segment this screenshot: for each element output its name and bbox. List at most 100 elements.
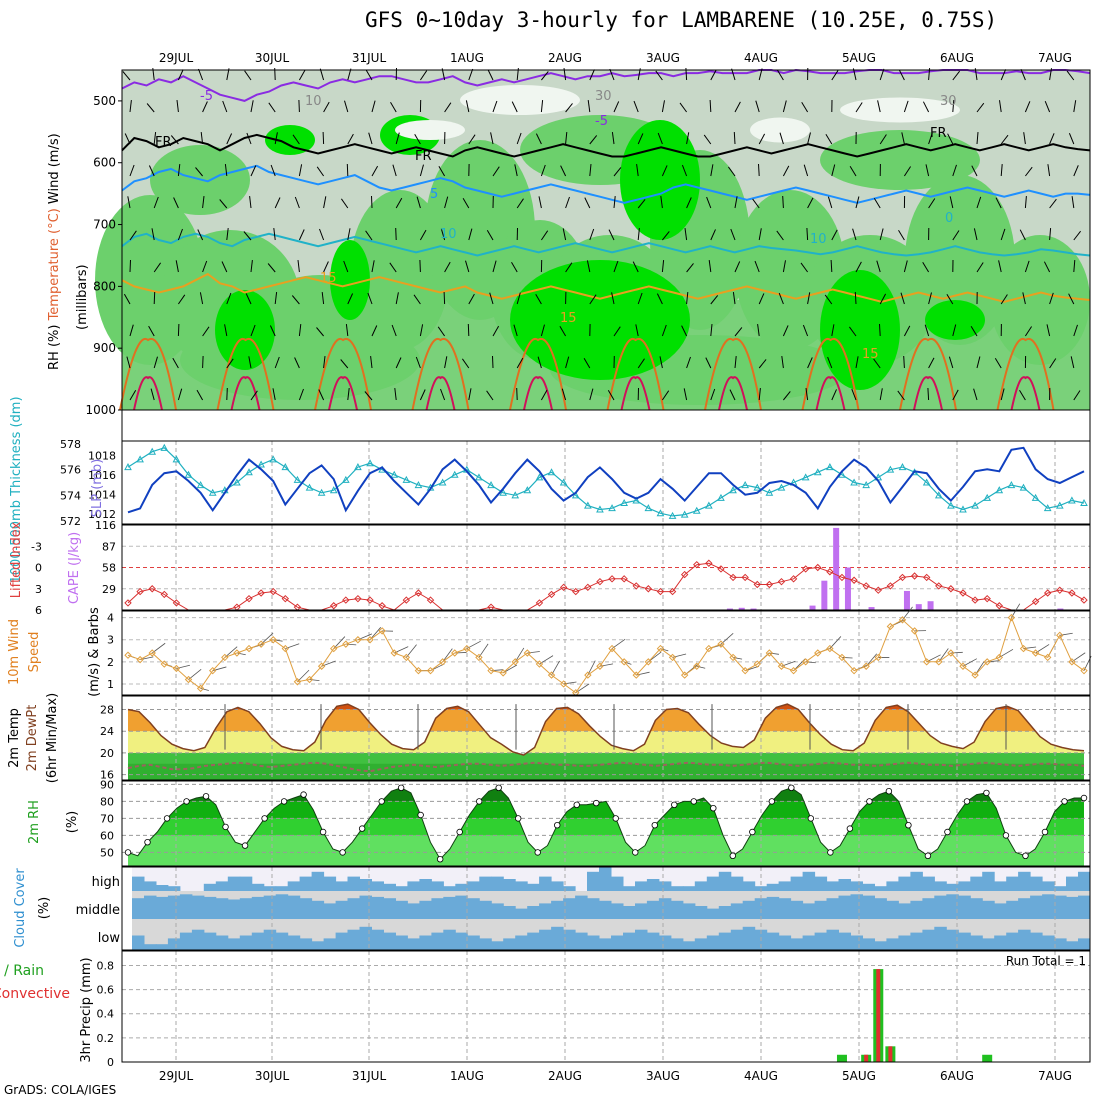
li-point xyxy=(826,568,834,576)
thickness-point xyxy=(596,505,604,513)
y-tick-left: 574 xyxy=(60,489,81,502)
cloud-bar-low xyxy=(263,929,277,950)
wind-barb xyxy=(1073,165,1079,177)
wind-barb xyxy=(416,196,421,209)
cloud-bar-low xyxy=(323,938,337,950)
wind-barb xyxy=(1068,293,1075,305)
wind-barb xyxy=(565,262,573,273)
thickness-point xyxy=(354,463,362,471)
li-point xyxy=(801,565,810,573)
wind-barb xyxy=(347,293,354,305)
panel-ylabel: SLP (mb) xyxy=(90,459,105,518)
li-point xyxy=(886,582,895,590)
li-point xyxy=(862,582,870,590)
wind-barb xyxy=(782,260,786,273)
cloud-bar-high xyxy=(706,876,720,891)
wind-barb xyxy=(1000,388,1005,401)
thickness-point xyxy=(317,488,326,496)
thickness-point xyxy=(1007,481,1016,489)
precip-convective-bar xyxy=(876,969,881,1062)
wind-point xyxy=(559,680,568,688)
thickness-point xyxy=(1043,504,1052,512)
upper-ylabel: RH (%) Temperature (°C) Wind (m/s) xyxy=(47,133,62,370)
temp-band xyxy=(128,709,1084,732)
wind-barb xyxy=(897,390,905,401)
cloud-bar-low xyxy=(886,938,899,950)
wind-barb xyxy=(903,355,905,369)
cape-bar xyxy=(915,604,922,610)
date-label-top: 4AUG xyxy=(744,51,778,65)
wind-barb xyxy=(637,133,644,145)
wind-barb xyxy=(291,295,300,305)
cloud-bar-low xyxy=(539,929,552,950)
wind-barb xyxy=(537,356,542,369)
wind-barb xyxy=(269,325,276,337)
y-tick: 0.2 xyxy=(97,1032,115,1045)
wind-point xyxy=(233,649,241,657)
contour--5 xyxy=(121,68,1091,102)
thickness-point xyxy=(160,443,169,451)
wind-barb xyxy=(803,164,809,177)
contour-label: 10 xyxy=(810,232,827,247)
wind-barb xyxy=(444,196,449,209)
wind-barb xyxy=(406,644,417,658)
wind-barb xyxy=(781,356,784,369)
ylabel: (millibars) xyxy=(75,264,90,330)
y-tick-right: 1016 xyxy=(88,469,116,482)
cloud-bar-middle xyxy=(359,895,372,919)
rh-point xyxy=(846,825,854,832)
wind-barb xyxy=(419,229,427,241)
wind-barb xyxy=(236,652,246,656)
wind-barb xyxy=(148,325,155,337)
wind-barb xyxy=(129,259,131,273)
wind-barb xyxy=(224,164,228,177)
cloud-bar-middle xyxy=(527,906,540,919)
cloud-bar-high xyxy=(623,886,636,891)
wind-barb xyxy=(1047,164,1051,177)
wind-barb xyxy=(1073,230,1081,241)
wind-barb xyxy=(924,324,930,337)
wind-barb xyxy=(928,357,935,369)
wind-barb xyxy=(444,261,451,273)
wind-barb xyxy=(758,359,767,369)
wind-point xyxy=(305,675,314,684)
wind-barb xyxy=(589,135,598,145)
wind-point xyxy=(172,664,181,673)
wind-barb xyxy=(177,294,186,305)
wind-barb xyxy=(365,69,373,81)
li-point xyxy=(620,575,628,583)
cloud-bar-high xyxy=(455,883,468,891)
cloud-bar-low xyxy=(682,941,696,950)
wind-point xyxy=(1019,644,1028,653)
cloud-bar-low xyxy=(922,929,935,950)
contour-warm xyxy=(704,337,762,411)
cloud-bar-low xyxy=(1066,941,1079,950)
cloud-bar-low xyxy=(575,932,588,950)
cloud-bar-middle xyxy=(718,906,732,919)
series-line xyxy=(127,787,1084,861)
wind-barb xyxy=(731,68,736,81)
wind-point xyxy=(959,662,967,670)
rh-area-high xyxy=(620,120,700,240)
wind-barb xyxy=(468,68,474,81)
wind-barb xyxy=(952,324,957,337)
cloud-bar-low xyxy=(982,938,995,950)
rh-point xyxy=(905,822,912,829)
wind-barb xyxy=(1043,261,1051,273)
y-tick-right: 58 xyxy=(102,562,116,575)
y-tick: 16 xyxy=(100,769,114,782)
surface-temp-contours xyxy=(119,337,1055,411)
y-tick: 4 xyxy=(107,612,114,625)
thickness-point xyxy=(1055,501,1064,509)
y-tick: 90 xyxy=(100,778,114,791)
wind-barb xyxy=(684,228,688,241)
contour-label: 10 xyxy=(440,227,457,242)
date-label-bottom: 2AUG xyxy=(548,1069,582,1083)
thickness-point xyxy=(414,481,423,489)
rh-point xyxy=(944,828,951,836)
wind-barb xyxy=(442,648,453,663)
wind-point xyxy=(705,644,713,653)
panel-ylabel: (m/s) & Barbs xyxy=(87,607,102,697)
wind-barb xyxy=(587,100,591,113)
date-label-bottom: 3AUG xyxy=(646,1069,680,1083)
